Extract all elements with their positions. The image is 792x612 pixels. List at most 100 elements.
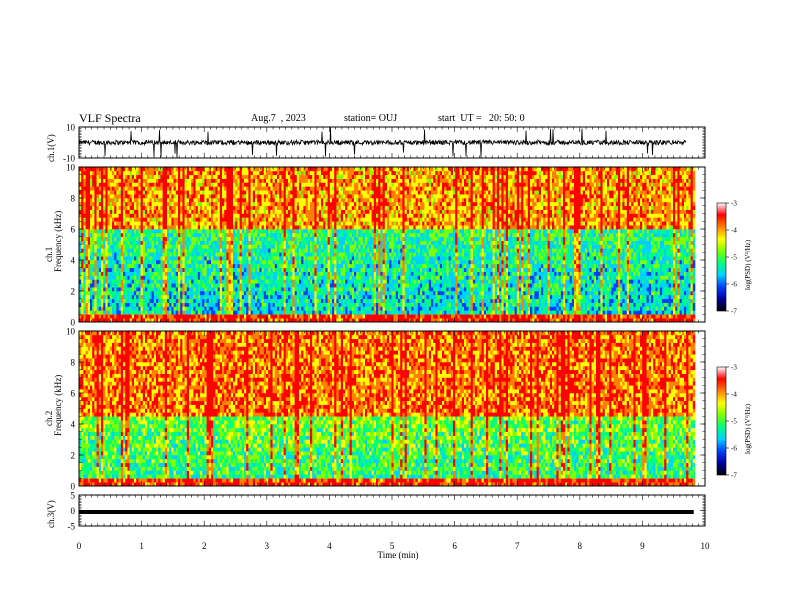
ch1-spectrogram-cell <box>178 174 181 179</box>
ch1-spectrogram-cell <box>195 232 199 238</box>
ch1-spectrogram-cell <box>334 198 337 203</box>
ch1-spectrogram-cell <box>105 318 108 323</box>
ch1-spectrogram-cell <box>175 217 179 222</box>
ch1-spectrogram-cell <box>213 221 216 226</box>
ch1-spectrogram-cell <box>127 236 130 241</box>
ch1-spectrogram-cell <box>283 252 287 257</box>
ch1-spectrogram-cell <box>288 248 291 253</box>
ch1-spectrogram-cell <box>222 182 225 187</box>
ch1-spectrogram-cell <box>120 178 124 183</box>
ch1-spectrogram-cell <box>118 186 122 191</box>
ch1-spectrogram-cell <box>288 283 291 288</box>
ch1-spectrogram-cell <box>310 198 313 203</box>
ch1-spectrogram-cell <box>206 201 210 207</box>
ch1-spectrogram-cell <box>105 244 108 249</box>
ch1-spectrogram-cell <box>329 225 333 230</box>
ch1-spectrogram-cell <box>83 244 86 249</box>
ch1-spectrogram-cell <box>136 283 139 288</box>
ch1-spectrogram-cell <box>299 291 302 296</box>
ch1-spectrogram-cell <box>222 225 225 230</box>
ch1-spectrogram-cell <box>118 240 122 245</box>
ch1-spectrogram-cell <box>103 256 106 261</box>
ch1-spectrogram-cell <box>248 190 251 195</box>
ch1-spectrogram-cell <box>305 310 309 315</box>
ch1-spectrogram-cell <box>153 225 157 230</box>
ch1-spectrogram-cell <box>263 167 267 172</box>
ch1-spectrogram-cell <box>292 256 295 261</box>
ch1-spectrogram-cell <box>237 170 240 176</box>
ch1-spectrogram-cell <box>204 170 207 176</box>
ch1-spectrogram-cell <box>307 221 311 226</box>
ch1-spectrogram-cell <box>296 263 300 269</box>
ch1-spectrogram-cell <box>167 314 170 319</box>
ch1-spectrogram-cell <box>173 240 177 245</box>
ch1-spectrogram-cell <box>204 225 207 230</box>
ch1-spectrogram-cell <box>180 194 183 199</box>
ch1-spectrogram-cell <box>193 198 196 203</box>
ch1-waveform-ytick-label: -10 <box>63 154 75 164</box>
ch1-spectrogram-cell <box>145 306 148 311</box>
ch1-spectrogram-cell <box>303 174 306 179</box>
ch1-spectrogram-cell <box>186 170 190 176</box>
ch1-spectrogram-cell <box>292 306 295 311</box>
ch1-spectrogram-cell <box>114 198 117 203</box>
ch1-spectrogram-cell <box>301 205 304 210</box>
ch1-spectrogram-cell <box>255 291 258 296</box>
ch1-spectrogram-cell <box>193 182 196 187</box>
ch1-spectrogram-cell <box>169 232 172 238</box>
ch1-spectrogram-cell <box>197 287 201 292</box>
ch1-spectrogram-cell <box>235 194 238 199</box>
ch1-spectrogram-cell <box>230 283 234 288</box>
ch1-spectrogram-cell <box>301 279 304 284</box>
ch1-spectrogram-cell <box>127 190 130 195</box>
ch1-spectrogram-cell <box>307 194 311 199</box>
ch1-spectrogram-cell <box>329 314 333 319</box>
ch1-spectrogram-cell <box>149 236 152 241</box>
ch1-spectrogram-cell <box>296 310 300 315</box>
ch1-spectrogram-cell <box>92 178 95 183</box>
ch1-spectrogram-cell <box>125 271 128 276</box>
ch1-spectrogram-cell <box>114 294 117 300</box>
ch1-spectrogram-cell <box>116 318 119 323</box>
ch1-spectrogram-cell <box>226 186 229 191</box>
ch1-spectrogram-cell <box>296 186 300 191</box>
ch1-spectrogram-cell <box>195 209 199 214</box>
ch1-spectrogram-cell <box>96 186 100 191</box>
ch1-spectrogram-cell <box>131 302 135 307</box>
ch1-spectrogram-cell <box>217 306 221 311</box>
ch1-spectrogram-cell <box>92 248 95 253</box>
ch1-spectrogram-cell <box>307 167 311 172</box>
ch1-spectrogram-cell <box>180 291 183 296</box>
ch1-spectrogram-cell <box>87 310 91 315</box>
ch1-spectrogram-cell <box>252 252 256 257</box>
ch1-spectrogram-cell <box>178 291 181 296</box>
ch1-spectrogram-cell <box>162 217 166 222</box>
ch1-spectrogram-cell <box>189 209 192 214</box>
ch1-spectrogram-cell <box>310 221 313 226</box>
ch1-spectrogram-cell <box>184 194 188 199</box>
ch1-spectrogram-cell <box>307 252 311 257</box>
ch1-spectrogram-cell <box>114 271 117 276</box>
ch1-spectrogram-cell <box>120 283 124 288</box>
ch1-spectrogram-cell <box>279 275 282 280</box>
ch1-spectrogram-cell <box>314 229 317 234</box>
ch1-spectrogram-cell <box>180 287 183 292</box>
ch1-spectrogram-cell <box>208 283 212 288</box>
ch1-spectrogram-cell <box>248 302 251 307</box>
ch1-spectrogram-cell <box>107 318 111 323</box>
ch1-spectrogram-cell <box>292 209 295 214</box>
ch1-spectrogram-cell <box>307 256 311 261</box>
ch1-spectrogram-cell <box>173 306 177 311</box>
ch1-spectrogram-cell <box>329 256 333 261</box>
ch1-spectrogram-cell <box>261 291 265 296</box>
ch1-spectrogram-cell <box>98 267 102 272</box>
ch1-spectrogram-cell <box>294 240 298 245</box>
ch1-spectrogram-cell <box>125 174 128 179</box>
ch1-spectrogram-cell <box>257 236 260 241</box>
ch1-spectrogram-cell <box>85 310 89 315</box>
ch1-spectrogram-cell <box>112 201 115 207</box>
ch1-spectrogram-cell <box>204 174 207 179</box>
ch1-spectrogram-cell <box>164 217 168 222</box>
ch1-spectrogram-cell <box>127 263 130 269</box>
ch1-spectrogram-cell <box>290 267 293 272</box>
